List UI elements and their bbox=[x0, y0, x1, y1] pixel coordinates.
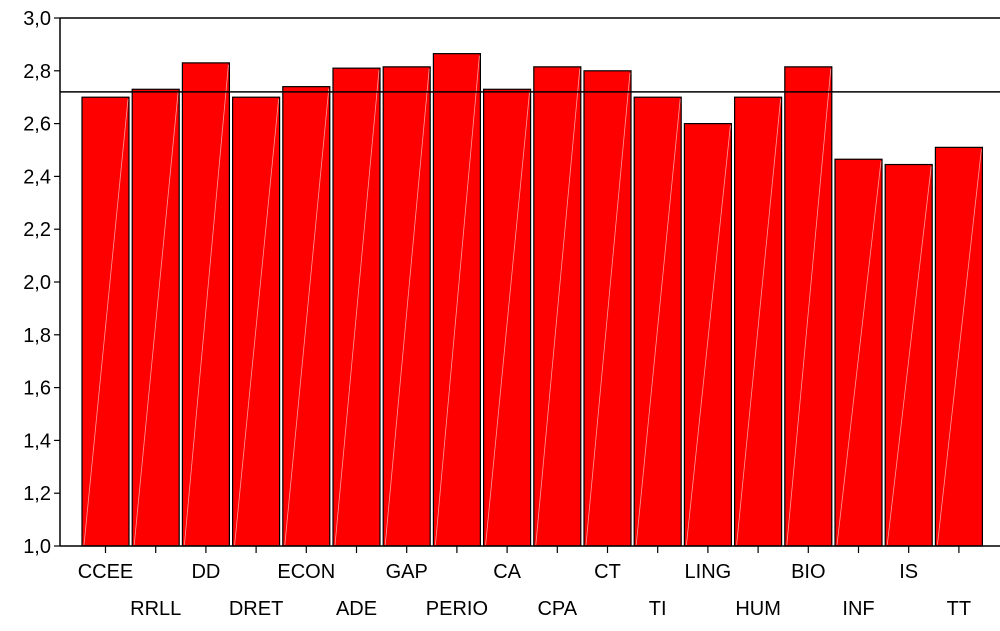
x-tick-label-is: IS bbox=[899, 561, 918, 583]
x-tick-label-rrll: RRLL bbox=[130, 598, 181, 620]
y-tick-label: 1,6 bbox=[23, 378, 51, 400]
x-tick-label-ca: CA bbox=[493, 561, 521, 583]
axes-group bbox=[54, 17, 1000, 553]
bar-shading-line bbox=[937, 149, 982, 546]
x-tick-label-tt: TT bbox=[947, 598, 971, 620]
bar-ct bbox=[583, 70, 632, 547]
x-tick-label-cpa: CPA bbox=[537, 598, 577, 620]
bar-inf bbox=[834, 158, 883, 547]
x-tick-label-gap: GAP bbox=[386, 561, 428, 583]
bar-is bbox=[884, 163, 933, 547]
bar-gap bbox=[382, 66, 431, 547]
x-tick-label-econ: ECON bbox=[277, 561, 335, 583]
bars-group bbox=[81, 53, 984, 547]
bar-rect bbox=[533, 66, 582, 547]
x-tick-label-ccee: CCEE bbox=[78, 561, 134, 583]
bar-econ bbox=[282, 86, 331, 547]
x-tick-label-inf: INF bbox=[842, 598, 874, 620]
bar-shading-line bbox=[736, 99, 781, 546]
bar-perio bbox=[432, 53, 481, 547]
bar-ade bbox=[332, 67, 381, 547]
bar-hum bbox=[733, 96, 783, 547]
bar-shading-line bbox=[635, 99, 681, 546]
bar-shading-line bbox=[133, 91, 179, 546]
bar-shading-line bbox=[234, 99, 279, 546]
x-tick-label-perio: PERIO bbox=[426, 598, 488, 620]
bar-cpa bbox=[533, 66, 582, 547]
x-tick-label-ti: TI bbox=[649, 598, 667, 620]
y-tick-label: 2,2 bbox=[23, 219, 51, 241]
bar-shading-line bbox=[334, 70, 380, 546]
bar-tt bbox=[934, 146, 984, 547]
bar-shading-line bbox=[284, 88, 330, 546]
bar-rect bbox=[181, 62, 230, 547]
bar-ccee bbox=[81, 96, 130, 547]
bar-shading-line bbox=[686, 125, 731, 546]
bar-shading-line bbox=[836, 161, 882, 546]
y-tick-label: 2,4 bbox=[23, 166, 51, 188]
y-tick-label: 1,4 bbox=[23, 430, 51, 452]
bar-rrll bbox=[131, 88, 180, 547]
bar-dret bbox=[232, 96, 281, 547]
bar-shading-line bbox=[786, 68, 832, 546]
y-tick-label: 2,0 bbox=[23, 272, 51, 294]
bar-ling bbox=[683, 122, 733, 547]
bar-shading-line bbox=[184, 64, 229, 546]
bar-ti bbox=[633, 96, 682, 547]
x-tick-label-ct: CT bbox=[594, 561, 621, 583]
y-tick-label: 2,6 bbox=[23, 114, 51, 136]
bar-shading-line bbox=[435, 55, 480, 546]
labels-group: 1,0 1,2 1,4 1,6 1,8 2,0 2,2 2,4 2,6 2,8 3,0 CCEE RRL… bbox=[23, 8, 971, 620]
bar-bio bbox=[784, 66, 833, 547]
x-tick-label-ade: ADE bbox=[336, 598, 377, 620]
x-tick-label-hum: HUM bbox=[735, 598, 781, 620]
y-tick-label: 3,0 bbox=[23, 8, 51, 30]
y-tick-label: 2,8 bbox=[23, 61, 51, 83]
bar-shading-line bbox=[384, 68, 430, 546]
x-tick-label-bio: BIO bbox=[791, 561, 825, 583]
bar-rect bbox=[382, 66, 431, 547]
bar-shading-line bbox=[535, 68, 581, 546]
y-tick-label: 1,0 bbox=[23, 536, 51, 558]
bar-rect bbox=[332, 67, 381, 547]
bar-ca bbox=[483, 88, 532, 547]
bar-shading-line bbox=[485, 91, 530, 546]
bar-rect bbox=[583, 70, 632, 547]
bar-rect bbox=[784, 66, 833, 547]
bar-shading-line bbox=[585, 72, 631, 546]
bar-rect bbox=[432, 53, 481, 547]
x-tick-label-dret: DRET bbox=[229, 598, 283, 620]
y-tick-label: 1,2 bbox=[23, 483, 51, 505]
x-tick-label-ling: LING bbox=[685, 561, 732, 583]
y-tick-label: 1,8 bbox=[23, 325, 51, 347]
x-tick-label-dd: DD bbox=[191, 561, 220, 583]
bar-shading-line bbox=[886, 166, 932, 546]
bar-shading-line bbox=[83, 99, 129, 546]
bar-dd bbox=[181, 62, 230, 547]
